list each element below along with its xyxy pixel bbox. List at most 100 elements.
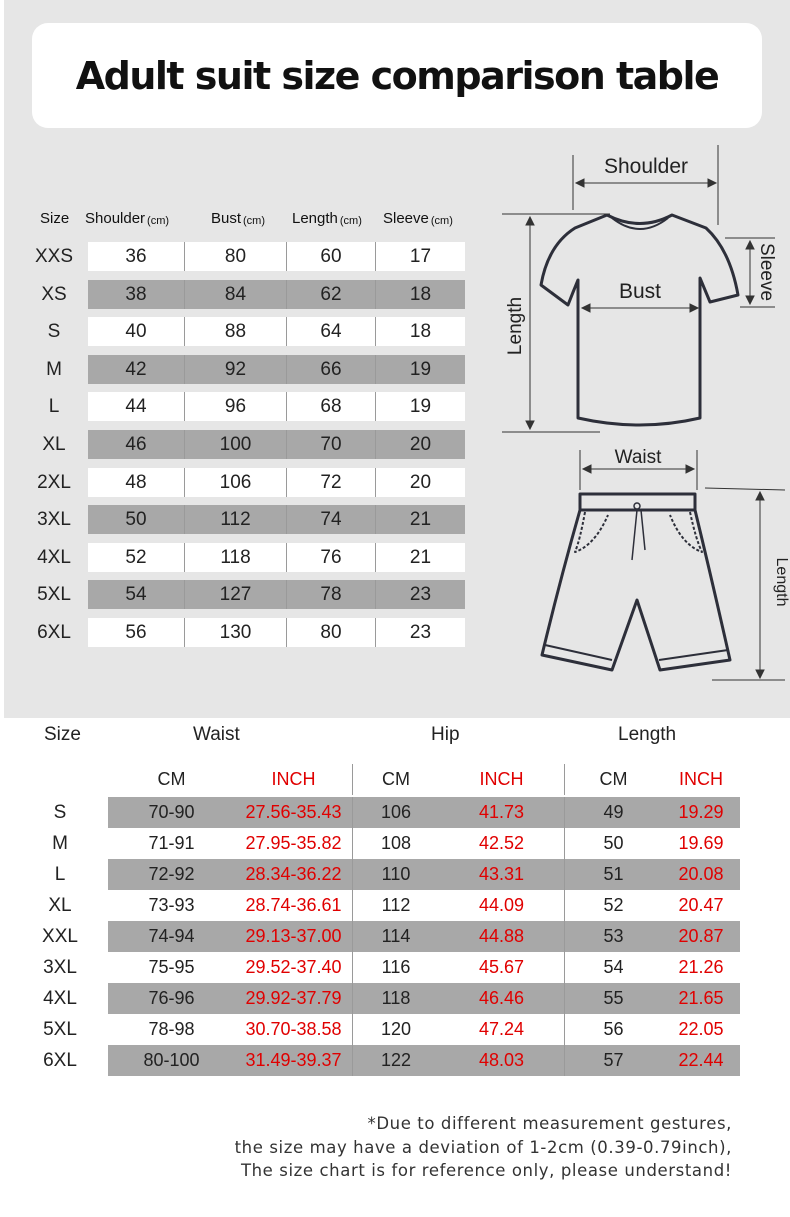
shoulder-cell: 36 [88, 242, 185, 271]
size-cell: 6XL [37, 622, 71, 643]
sleeve-cell: 19 [409, 358, 432, 380]
table-row: 74-94 29.13-37.00 114 44.88 53 20.87 [108, 921, 740, 952]
table-row: XL 46 100 70 20 [0, 430, 470, 459]
sleeve-cell: 23 [409, 622, 432, 643]
size-cell: 4XL [43, 988, 77, 1009]
length-cell: 74 [287, 505, 376, 535]
table-row: 2XL 48 106 72 20 [0, 467, 470, 497]
table-row: XS 38 84 62 18 [0, 279, 470, 309]
length-inch-cell: 21.26 [678, 957, 724, 977]
waist-cm-cell: 73-93 [148, 895, 195, 915]
length-inch-cell: 20.87 [678, 926, 724, 946]
length-inch-cell: 21.65 [678, 988, 724, 1008]
hip-cm-cell: 122 [380, 1050, 412, 1070]
size-cell: M [52, 833, 68, 854]
unit-header-row: CM INCH CM INCH CM INCH [108, 764, 740, 795]
length-cell: 62 [287, 279, 376, 309]
hip-inch-cell: 43.31 [439, 859, 565, 890]
size-cell: L [48, 396, 60, 418]
waist-cm-cell: 76-96 [148, 988, 195, 1008]
note-line: the size may have a deviation of 1-2cm (… [234, 1137, 732, 1157]
title-banner: Adult suit size comparison table [32, 23, 762, 128]
waist-inch-cell: 27.56-35.43 [235, 797, 353, 828]
waist-label-diagram: Waist [615, 447, 663, 468]
shoulder-cell: 56 [88, 618, 185, 647]
waist-inch-cell: 29.13-37.00 [235, 921, 353, 952]
waist-cm-cell: 74-94 [148, 926, 195, 946]
bust-cell: 88 [185, 317, 287, 347]
waist-inch-cell: 29.92-37.79 [235, 983, 353, 1014]
size-cell: 4XL [37, 546, 71, 568]
group-length: Length [618, 724, 677, 745]
size-cell: L [54, 864, 66, 885]
size-cell: M [46, 358, 62, 380]
length-cell: 76 [287, 542, 376, 572]
table-row: S 40 88 64 18 [0, 317, 470, 347]
waist-cm-cell: 78-98 [148, 1019, 195, 1039]
unit-inch-hip: INCH [439, 764, 565, 795]
row-cells: 48 106 72 20 [88, 467, 465, 497]
unit-cm-length: CM [599, 769, 628, 789]
table-row: 3XL 50 112 74 21 [0, 505, 470, 535]
table-row: L 44 96 68 19 [0, 392, 470, 422]
header-sleeve: Sleeve (cm) [383, 210, 453, 227]
shoulder-cell: 38 [88, 279, 185, 309]
length-cell: 78 [287, 580, 376, 610]
group-hip: Hip [431, 724, 460, 745]
unit-inch-waist: INCH [235, 764, 353, 795]
row-cells: 56 130 80 23 [88, 618, 465, 647]
hip-cm-cell: 112 [381, 895, 411, 915]
table-row: 78-98 30.70-38.58 120 47.24 56 22.05 [108, 1014, 740, 1045]
shoulder-cell: 50 [88, 505, 185, 535]
waist-inch-cell: 31.49-39.37 [235, 1045, 353, 1076]
bust-cell: 80 [185, 242, 287, 271]
header-shoulder: Shoulder (cm) [85, 210, 170, 227]
size-cell: XXS [34, 246, 74, 267]
length-inch-cell: 20.08 [678, 864, 724, 884]
shoulder-cell: 44 [88, 392, 185, 422]
length-inch-cell: 19.29 [678, 802, 724, 822]
length-cm-cell: 51 [603, 864, 624, 884]
row-cells: 38 84 62 18 [88, 279, 465, 309]
shorts-illustration [540, 492, 732, 672]
shirt-guides [502, 145, 775, 433]
waist-inch-cell: 27.95-35.82 [235, 828, 353, 859]
hip-inch-cell: 42.52 [439, 828, 565, 859]
shoulder-cell: 40 [88, 317, 185, 347]
shoulder-cell: 48 [88, 467, 185, 497]
bust-label: Bust [619, 280, 661, 303]
hip-cm-cell: 108 [380, 833, 412, 853]
length-cell: 72 [287, 467, 376, 497]
sleeve-cell: 21 [409, 509, 432, 531]
sleeve-cell: 21 [409, 546, 432, 568]
length-cell: 60 [287, 242, 376, 271]
hip-inch-cell: 44.09 [439, 890, 565, 921]
tshirt-illustration [539, 213, 740, 427]
waist-inch-cell: 28.74-36.61 [235, 890, 353, 921]
row-cells: 52 118 76 21 [88, 542, 465, 572]
table-row: 6XL 56 130 80 23 [0, 618, 470, 647]
row-cells: 40 88 64 18 [88, 317, 465, 347]
table-row: 71-91 27.95-35.82 108 42.52 50 19.69 [108, 828, 740, 859]
sleeve-cell: 19 [409, 396, 432, 418]
disclaimer-note: *Due to different measurement gestures, … [132, 1112, 732, 1183]
row-cells: 44 96 68 19 [88, 392, 465, 422]
size-cell: 2XL [37, 471, 71, 493]
table-row: 5XL 54 127 78 23 [0, 580, 470, 610]
waist-cm-cell: 80-100 [143, 1050, 200, 1070]
hip-cm-cell: 110 [381, 864, 411, 884]
note-line: The size chart is for reference only, pl… [240, 1161, 732, 1180]
shoulder-cell: 52 [88, 542, 185, 572]
waist-cm-cell: 71-91 [148, 833, 195, 853]
group-waist: Waist [193, 724, 240, 745]
sleeve-cell: 20 [409, 471, 432, 493]
shoulder-cell: 54 [88, 580, 185, 610]
length-cell: 68 [287, 392, 376, 422]
shoulder-label: Shoulder [604, 155, 688, 178]
bust-cell: 106 [185, 467, 287, 497]
bust-cell: 92 [185, 354, 287, 384]
table-row: 70-90 27.56-35.43 106 41.73 49 19.29 [108, 797, 740, 828]
size-cell: 3XL [37, 509, 71, 531]
size-cell: 5XL [43, 1019, 77, 1040]
bust-cell: 112 [185, 505, 287, 535]
